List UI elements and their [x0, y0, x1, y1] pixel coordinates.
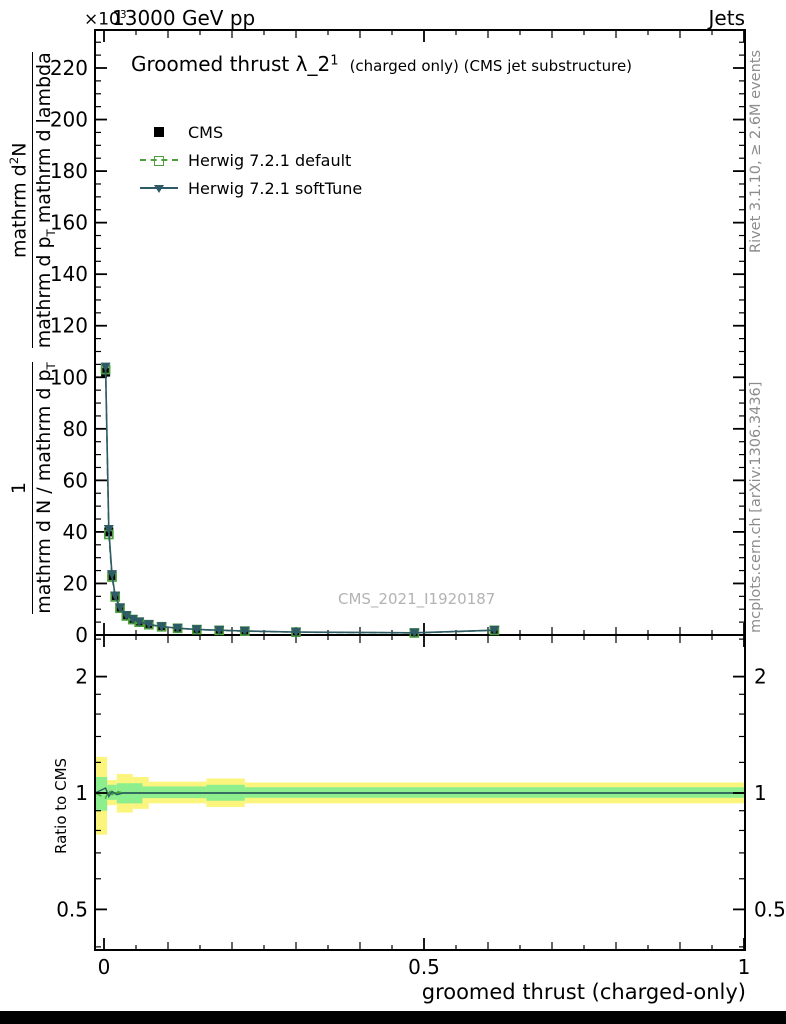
svg-text:0.5: 0.5 — [754, 897, 786, 921]
svg-text:100: 100 — [50, 365, 88, 389]
svg-text:0.5: 0.5 — [408, 955, 440, 979]
legend-label-herwig-default: Herwig 7.2.1 default — [188, 150, 352, 170]
y-axis-label-fraction-2: mathrm d2N mathrm d pT mathrm d lambda — [7, 52, 59, 349]
svg-text:0: 0 — [75, 623, 88, 647]
ratio-y-axis-label: Ratio to CMS — [52, 757, 70, 854]
plot-title-note: (charged only) (CMS jet substructure) — [349, 57, 633, 75]
svg-text:1: 1 — [75, 781, 88, 805]
mcplots-credit-note: mcplots.cern.ch [arXiv:1306.3436] — [748, 381, 764, 633]
y-axis-label: 1 mathrm d N / mathrm d pT mathrm d2N ma… — [2, 34, 64, 632]
plot-title: Groomed thrust λ_21 (charged only) (CMS … — [131, 52, 632, 76]
legend-label-herwig-softtune: Herwig 7.2.1 softTune — [188, 178, 363, 198]
svg-text:120: 120 — [50, 314, 88, 338]
axis-scale-exponent: 3 — [119, 9, 127, 21]
legend: CMS Herwig 7.2.1 default Herwig 7.2.1 so… — [138, 118, 362, 202]
svg-text:2: 2 — [754, 665, 767, 689]
y-axis-frac1-denominator: mathrm d N / mathrm d pT — [32, 362, 58, 614]
legend-item-herwig-softtune: Herwig 7.2.1 softTune — [138, 174, 362, 202]
y-axis-frac2-denominator: mathrm d pT mathrm d lambda — [33, 52, 59, 349]
plot-title-main: Groomed thrust λ_2 — [131, 52, 331, 76]
rivet-version-note: Rivet 3.1.10, ≥ 2.6M events — [748, 49, 764, 253]
x-axis-label: groomed thrust (charged-only) — [421, 980, 746, 1004]
svg-text:1: 1 — [754, 781, 767, 805]
svg-text:20: 20 — [63, 571, 88, 595]
cms-square-marker-icon — [138, 122, 180, 142]
svg-text:200: 200 — [50, 108, 88, 132]
legend-label-cms: CMS — [188, 122, 224, 142]
axis-scale-base: ×10 — [84, 9, 120, 30]
svg-text:160: 160 — [50, 211, 88, 235]
svg-text:40: 40 — [63, 520, 88, 544]
svg-text:1: 1 — [738, 955, 751, 979]
svg-text:140: 140 — [50, 262, 88, 286]
legend-item-herwig-default: Herwig 7.2.1 default — [138, 146, 362, 174]
herwig-softtune-marker-icon — [138, 178, 180, 198]
y-axis-label-fraction-1: 1 mathrm d N / mathrm d pT — [7, 362, 58, 614]
legend-item-cms: CMS — [138, 118, 362, 146]
y-axis-frac2-numerator: mathrm d2N — [7, 142, 31, 258]
svg-text:220: 220 — [50, 56, 88, 80]
svg-text:180: 180 — [50, 159, 88, 183]
watermark-analysis-id: CMS_2021_I1920187 — [338, 590, 496, 608]
analysis-topic-label: Jets — [708, 6, 745, 30]
beam-energy-label: 13000 GeV pp — [112, 6, 256, 30]
svg-text:2: 2 — [75, 665, 88, 689]
svg-text:60: 60 — [63, 468, 88, 492]
footer-bar — [0, 1011, 786, 1024]
svg-text:0.5: 0.5 — [56, 897, 88, 921]
svg-text:80: 80 — [63, 417, 88, 441]
plot-title-superscript: 1 — [330, 53, 339, 69]
svg-text:0: 0 — [98, 955, 111, 979]
axis-scale-note: ×103 — [84, 9, 127, 30]
y-axis-frac1-numerator: 1 — [7, 481, 30, 495]
herwig-default-marker-icon — [138, 150, 180, 170]
